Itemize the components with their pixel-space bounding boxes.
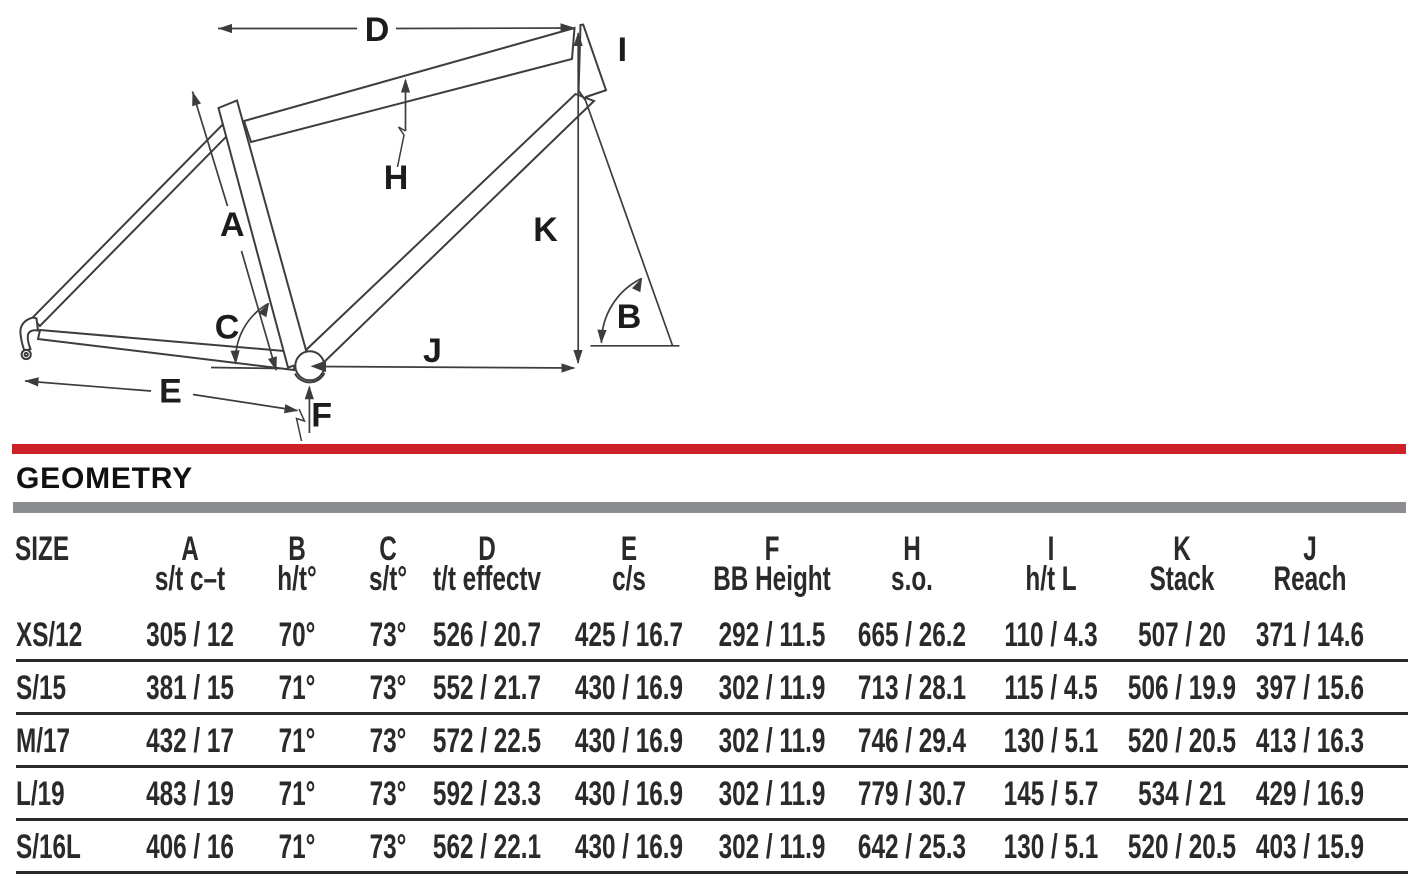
svg-text:I: I — [618, 31, 627, 69]
svg-text:C: C — [215, 309, 240, 347]
svg-text:B: B — [617, 298, 642, 336]
svg-text:F: F — [311, 397, 332, 435]
svg-text:K: K — [533, 211, 558, 249]
svg-text:D: D — [365, 11, 390, 49]
svg-text:E: E — [159, 373, 182, 411]
svg-text:J: J — [423, 332, 442, 370]
svg-text:H: H — [384, 159, 409, 197]
svg-text:A: A — [220, 206, 245, 244]
